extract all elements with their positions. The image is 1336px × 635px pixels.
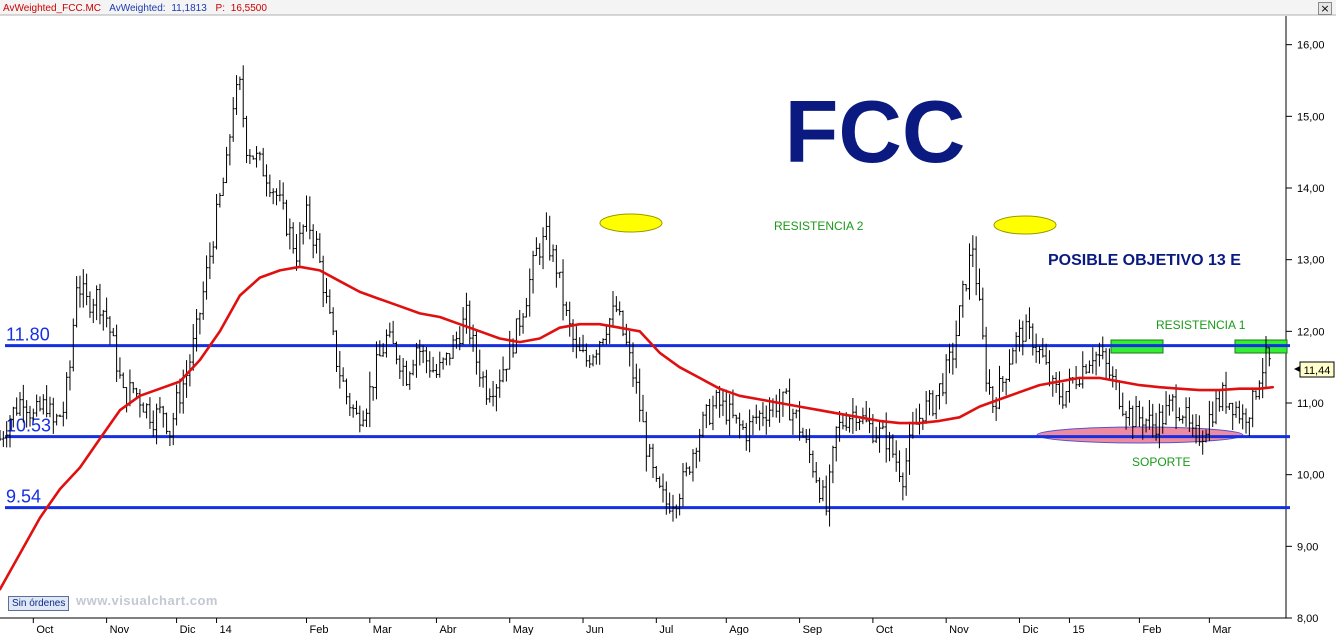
resistance-1-label: RESISTENCIA 1 <box>1156 318 1246 332</box>
y-tick-label: 11,00 <box>1297 398 1324 410</box>
resistance-2-label: RESISTENCIA 2 <box>774 219 864 233</box>
x-tick-label: Abr <box>439 624 456 635</box>
x-axis: Oct Nov Dic 14 Feb Mar Abr May Jun Jul Ago Sep Oct No… <box>32 618 1232 635</box>
level-label: 11.80 <box>6 325 50 345</box>
x-tick-label: Nov <box>949 624 969 635</box>
level-label: 10.53 <box>6 416 51 436</box>
y-tick-label: 16,00 <box>1297 40 1325 52</box>
last-price-pointer <box>1294 366 1300 372</box>
indicator-value: 11,1813 <box>171 3 207 14</box>
x-tick-label: Sep <box>803 624 823 635</box>
level-label: 9.54 <box>6 487 41 507</box>
x-tick-label: Nov <box>110 624 130 635</box>
indicator-label: AvWeighted: <box>109 3 165 14</box>
price-label: P: <box>216 3 225 14</box>
moving-average-series <box>0 265 1274 591</box>
symbol-label: AvWeighted_FCC.MC <box>3 3 101 14</box>
y-tick-label: 10,00 <box>1297 470 1325 482</box>
x-tick-label: May <box>513 624 534 635</box>
x-tick-label: Feb <box>310 624 329 635</box>
target-annotation: POSIBLE OBJETIVO 13 E <box>1048 252 1241 269</box>
watermark-text: www.visualchart.com <box>76 593 218 608</box>
x-tick-label: Feb <box>1142 624 1161 635</box>
x-tick-label: 15 <box>1072 624 1084 635</box>
price-value: 16,5500 <box>231 3 268 14</box>
x-tick-label: Dic <box>1022 624 1038 635</box>
x-tick-label: Mar <box>1212 624 1231 635</box>
orders-button[interactable]: Sin órdenes <box>8 596 70 611</box>
y-tick-label: 13,00 <box>1297 255 1325 267</box>
y-tick-label: 9,00 <box>1297 541 1318 553</box>
support-zone <box>1036 426 1244 444</box>
y-tick-label: 15,00 <box>1297 111 1325 123</box>
close-button[interactable]: × <box>1318 2 1332 15</box>
x-tick-label: Ago <box>729 624 749 635</box>
x-tick-label: Jul <box>659 624 673 635</box>
x-tick-label: 14 <box>220 624 232 635</box>
x-tick-label: Jun <box>586 624 604 635</box>
x-tick-label: Dic <box>180 624 196 635</box>
header-bar <box>0 0 1336 15</box>
moving-average-line <box>0 265 1274 591</box>
y-tick-label: 8,00 <box>1297 613 1318 625</box>
y-tick-label: 12,00 <box>1297 326 1325 338</box>
horizontal-levels: 11.80 10.53 9.54 <box>5 325 1290 510</box>
y-tick-label: 14,00 <box>1297 183 1325 195</box>
x-tick-label: Mar <box>373 624 392 635</box>
x-tick-label: Oct <box>876 624 893 635</box>
y-axis: 8,00 9,00 10,00 11,00 12,00 13,00 14,00 15,00 16… <box>1286 40 1325 625</box>
x-tick-label: Oct <box>36 624 53 635</box>
last-price-label: 11,44 <box>1304 365 1331 377</box>
chart-title: FCC <box>785 82 966 181</box>
price-bars-series <box>0 65 1271 527</box>
support-label: SOPORTE <box>1132 455 1190 469</box>
peak-marker-1 <box>599 213 663 233</box>
peak-marker-2 <box>993 215 1057 235</box>
header-info: AvWeighted_FCC.MC AvWeighted: 11,1813 P:… <box>3 3 267 14</box>
